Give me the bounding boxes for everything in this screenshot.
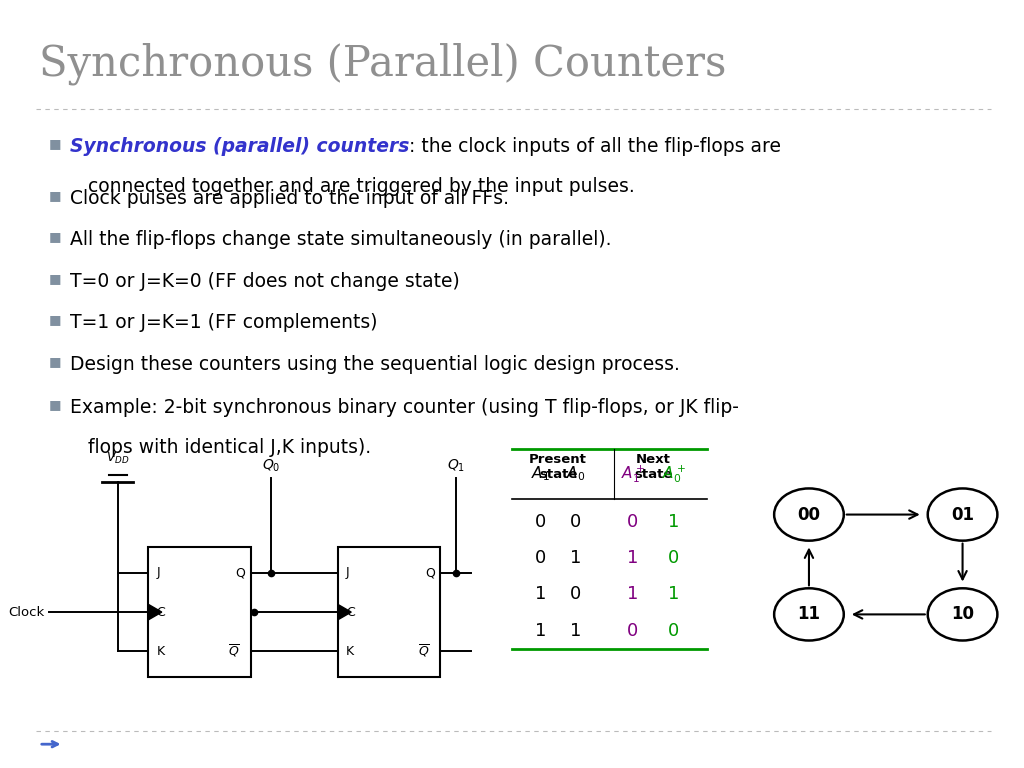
Text: Next
state: Next state: [634, 453, 673, 481]
Text: Clock pulses are applied to the input of all FFs.: Clock pulses are applied to the input of…: [70, 189, 509, 208]
Text: 1: 1: [627, 549, 639, 568]
Text: 00: 00: [798, 505, 820, 524]
Text: $A_0$: $A_0$: [566, 465, 585, 483]
Text: K: K: [346, 645, 354, 657]
Text: 0: 0: [669, 621, 679, 640]
Text: 1: 1: [569, 621, 582, 640]
Text: 11: 11: [798, 605, 820, 624]
Text: connected together and are triggered by the input pulses.: connected together and are triggered by …: [70, 177, 635, 196]
Text: C: C: [346, 606, 355, 618]
Text: flops with identical J,K inputs).: flops with identical J,K inputs).: [70, 438, 371, 457]
Bar: [148, 547, 251, 677]
Text: J: J: [157, 567, 161, 579]
Text: C: C: [157, 606, 166, 618]
Circle shape: [928, 588, 997, 641]
Text: $\overline{Q}$: $\overline{Q}$: [228, 643, 241, 660]
Text: Q: Q: [425, 567, 435, 579]
Text: $A_1$: $A_1$: [531, 465, 550, 483]
Text: ■: ■: [49, 272, 61, 285]
Text: Design these counters using the sequential logic design process.: Design these counters using the sequenti…: [70, 355, 680, 374]
Text: All the flip-flops change state simultaneously (in parallel).: All the flip-flops change state simultan…: [70, 230, 611, 250]
Text: 1: 1: [535, 621, 547, 640]
Text: Synchronous (Parallel) Counters: Synchronous (Parallel) Counters: [39, 42, 726, 84]
Text: ■: ■: [49, 230, 61, 243]
Polygon shape: [148, 604, 162, 620]
Text: Clock: Clock: [8, 606, 44, 618]
Text: 0: 0: [536, 549, 546, 568]
Text: 01: 01: [951, 505, 974, 524]
Text: 1: 1: [627, 585, 639, 604]
Text: ■: ■: [49, 137, 61, 150]
Text: 10: 10: [951, 605, 974, 624]
Text: 1: 1: [569, 549, 582, 568]
Text: 0: 0: [536, 513, 546, 531]
Text: $A_1^+$: $A_1^+$: [621, 463, 645, 485]
Text: T=0 or J=K=0 (FF does not change state): T=0 or J=K=0 (FF does not change state): [70, 272, 460, 291]
Text: Q: Q: [236, 567, 246, 579]
Bar: [338, 547, 440, 677]
Text: Present
state: Present state: [529, 453, 587, 481]
Text: K: K: [157, 645, 165, 657]
Text: T=1 or J=K=1 (FF complements): T=1 or J=K=1 (FF complements): [70, 313, 377, 333]
Text: $Q_0$: $Q_0$: [262, 458, 281, 474]
Text: ■: ■: [49, 313, 61, 326]
Circle shape: [774, 588, 844, 641]
Text: 1: 1: [668, 585, 680, 604]
Text: 0: 0: [570, 513, 581, 531]
Text: 0: 0: [628, 513, 638, 531]
Text: 1: 1: [535, 585, 547, 604]
Polygon shape: [338, 604, 351, 620]
Text: $Q_1$: $Q_1$: [446, 458, 465, 474]
Text: Synchronous (parallel) counters: Synchronous (parallel) counters: [70, 137, 409, 156]
Text: $\overline{Q}$: $\overline{Q}$: [418, 643, 430, 660]
Text: ■: ■: [49, 189, 61, 202]
Text: : the clock inputs of all the flip-flops are: : the clock inputs of all the flip-flops…: [409, 137, 781, 156]
Text: $V_{DD}$: $V_{DD}$: [105, 451, 130, 466]
Text: 0: 0: [669, 549, 679, 568]
Circle shape: [928, 488, 997, 541]
Text: 1: 1: [668, 513, 680, 531]
Text: $A_0^+$: $A_0^+$: [662, 463, 686, 485]
Text: Example: 2-bit synchronous binary counter (using T flip-flops, or JK flip-: Example: 2-bit synchronous binary counte…: [70, 398, 738, 417]
Text: 0: 0: [570, 585, 581, 604]
Text: ■: ■: [49, 355, 61, 368]
Text: J: J: [346, 567, 350, 579]
Text: 0: 0: [628, 621, 638, 640]
Text: ■: ■: [49, 398, 61, 411]
Circle shape: [774, 488, 844, 541]
